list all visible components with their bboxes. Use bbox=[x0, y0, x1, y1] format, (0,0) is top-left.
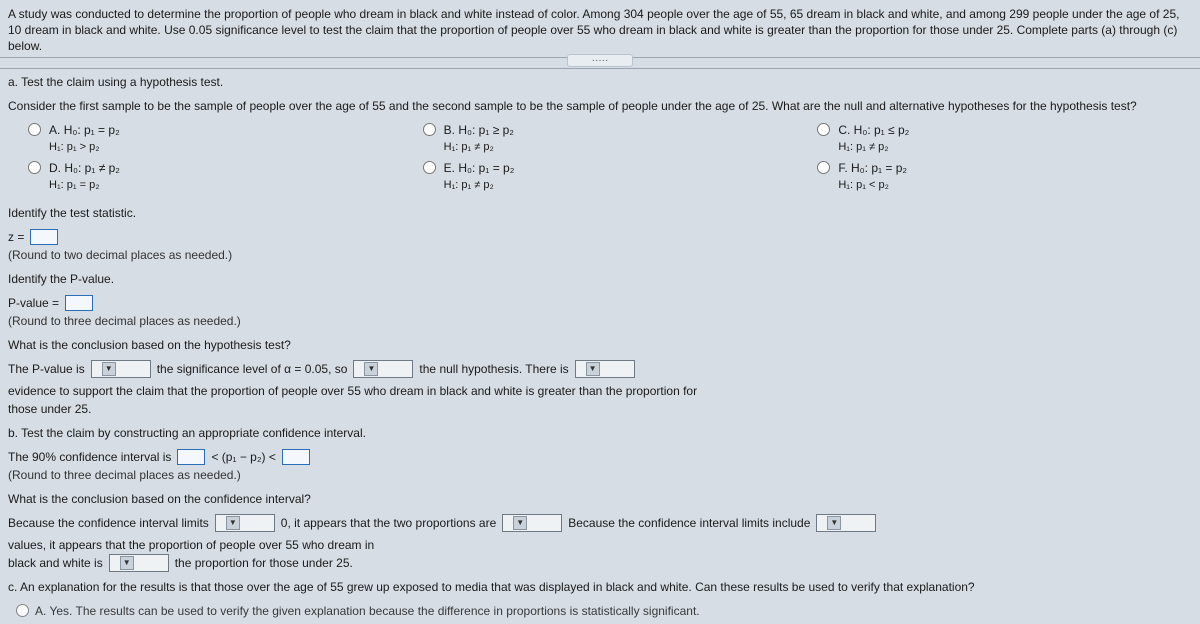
ci-equal-select[interactable]: ▼ bbox=[502, 514, 562, 532]
option-b[interactable]: B. H₀: p₁ ≥ p₂ H₁: p₁ ≠ p₂ bbox=[423, 121, 778, 156]
identify-pvalue: Identify the P-value. bbox=[8, 270, 1192, 288]
conclusion-question: What is the conclusion based on the hypo… bbox=[8, 336, 1192, 354]
part-c-question: c. An explanation for the results is tha… bbox=[8, 578, 1192, 596]
option-b-h0: H₀: p₁ ≥ p₂ bbox=[458, 123, 514, 137]
ci-t4: values, it appears that the proportion o… bbox=[8, 536, 374, 554]
option-a-h0: H₀: p₁ = p₂ bbox=[64, 123, 120, 137]
option-f[interactable]: F. H₀: p₁ = p₂ H₁: p₁ < p₂ bbox=[817, 159, 1172, 194]
option-a-h1: H₁: p₁ > p₂ bbox=[49, 139, 120, 156]
ci-compare-select[interactable]: ▼ bbox=[109, 554, 169, 572]
concl-t1: The P-value is bbox=[8, 360, 85, 378]
option-e-h1: H₁: p₁ ≠ p₂ bbox=[444, 177, 515, 194]
option-f-radio[interactable] bbox=[817, 161, 830, 174]
chevron-down-icon: ▼ bbox=[827, 516, 841, 530]
part-c-option-a[interactable]: A. Yes. The results can be used to verif… bbox=[8, 602, 1192, 620]
option-d[interactable]: D. H₀: p₁ ≠ p₂ H₁: p₁ = p₂ bbox=[28, 159, 383, 194]
option-e-h0: H₀: p₁ = p₂ bbox=[458, 161, 514, 175]
ci-conclusion-line2: black and white is ▼ the proportion for … bbox=[8, 554, 1192, 572]
part-c-option-a-text: A. Yes. The results can be used to verif… bbox=[35, 602, 700, 620]
ci-conclusion-question: What is the conclusion based on the conf… bbox=[8, 490, 1192, 508]
problem-intro: A study was conducted to determine the p… bbox=[0, 0, 1200, 58]
chevron-down-icon: ▼ bbox=[364, 362, 378, 376]
option-a-radio[interactable] bbox=[28, 123, 41, 136]
chevron-down-icon: ▼ bbox=[226, 516, 240, 530]
collapse-handle[interactable] bbox=[0, 58, 1200, 68]
ci-mid: < (p₁ − p₂) < bbox=[211, 448, 275, 466]
chevron-down-icon: ▼ bbox=[120, 556, 134, 570]
ci-t5: black and white is bbox=[8, 554, 103, 572]
option-c-radio[interactable] bbox=[817, 123, 830, 136]
ci-upper-input[interactable] bbox=[282, 449, 310, 465]
ci-t1: Because the confidence interval limits bbox=[8, 514, 209, 532]
option-f-h1: H₁: p₁ < p₂ bbox=[838, 177, 907, 194]
ci-t6: the proportion for those under 25. bbox=[175, 554, 353, 572]
intro-text: A study was conducted to determine the p… bbox=[8, 7, 1179, 53]
option-e-radio[interactable] bbox=[423, 161, 436, 174]
option-d-radio[interactable] bbox=[28, 161, 41, 174]
z-input[interactable] bbox=[30, 229, 58, 245]
ci-conclusion-line1: Because the confidence interval limits ▼… bbox=[8, 514, 1192, 554]
option-b-radio[interactable] bbox=[423, 123, 436, 136]
option-c-label: C. bbox=[838, 123, 850, 137]
ci-values-select[interactable]: ▼ bbox=[816, 514, 876, 532]
reject-select[interactable]: ▼ bbox=[353, 360, 413, 378]
identify-test-statistic: Identify the test statistic. bbox=[8, 204, 1192, 222]
part-a-section: a. Test the claim using a hypothesis tes… bbox=[0, 68, 1200, 624]
ci-t3: Because the confidence interval limits i… bbox=[568, 514, 810, 532]
option-a-label: A. bbox=[49, 123, 60, 137]
concl-t4: evidence to support the claim that the p… bbox=[8, 382, 697, 400]
chevron-down-icon: ▼ bbox=[102, 362, 116, 376]
option-c-h0: H₀: p₁ ≤ p₂ bbox=[854, 123, 910, 137]
pvalue-compare-select[interactable]: ▼ bbox=[91, 360, 151, 378]
option-e-label: E. bbox=[444, 161, 455, 175]
z-label: z = bbox=[8, 228, 24, 246]
option-d-label: D. bbox=[49, 161, 61, 175]
option-b-h1: H₁: p₁ ≠ p₂ bbox=[444, 139, 514, 156]
concl-t5: those under 25. bbox=[8, 400, 1192, 418]
concl-t3: the null hypothesis. There is bbox=[419, 360, 568, 378]
option-c[interactable]: C. H₀: p₁ ≤ p₂ H₁: p₁ ≠ p₂ bbox=[817, 121, 1172, 156]
ci-lower-input[interactable] bbox=[177, 449, 205, 465]
pvalue-round-note: (Round to three decimal places as needed… bbox=[8, 312, 1192, 330]
option-d-h0: H₀: p₁ ≠ p₂ bbox=[64, 161, 120, 175]
part-a-title: a. Test the claim using a hypothesis tes… bbox=[8, 73, 1192, 91]
chevron-down-icon: ▼ bbox=[513, 516, 527, 530]
concl-t2: the significance level of α = 0.05, so bbox=[157, 360, 348, 378]
ci-round-note: (Round to three decimal places as needed… bbox=[8, 466, 1192, 484]
option-d-h1: H₁: p₁ = p₂ bbox=[49, 177, 120, 194]
part-b-title: b. Test the claim by constructing an app… bbox=[8, 424, 1192, 442]
ci-t2: 0, it appears that the two proportions a… bbox=[281, 514, 496, 532]
ci-limits-select[interactable]: ▼ bbox=[215, 514, 275, 532]
part-c-option-a-radio[interactable] bbox=[16, 604, 29, 617]
option-f-label: F. bbox=[838, 161, 847, 175]
evidence-select[interactable]: ▼ bbox=[575, 360, 635, 378]
part-a-prompt: Consider the first sample to be the samp… bbox=[8, 97, 1192, 115]
option-c-h1: H₁: p₁ ≠ p₂ bbox=[838, 139, 909, 156]
pvalue-label: P-value = bbox=[8, 294, 59, 312]
pvalue-input[interactable] bbox=[65, 295, 93, 311]
option-b-label: B. bbox=[444, 123, 455, 137]
conclusion-sentence: The P-value is ▼ the significance level … bbox=[8, 360, 1192, 400]
option-a[interactable]: A. H₀: p₁ = p₂ H₁: p₁ > p₂ bbox=[28, 121, 383, 156]
hypotheses-options: A. H₀: p₁ = p₂ H₁: p₁ > p₂ B. H₀: p₁ ≥ p… bbox=[8, 115, 1192, 204]
chevron-down-icon: ▼ bbox=[586, 362, 600, 376]
ci-pre: The 90% confidence interval is bbox=[8, 448, 171, 466]
option-e[interactable]: E. H₀: p₁ = p₂ H₁: p₁ ≠ p₂ bbox=[423, 159, 778, 194]
option-f-h0: H₀: p₁ = p₂ bbox=[851, 161, 907, 175]
z-round-note: (Round to two decimal places as needed.) bbox=[8, 246, 1192, 264]
